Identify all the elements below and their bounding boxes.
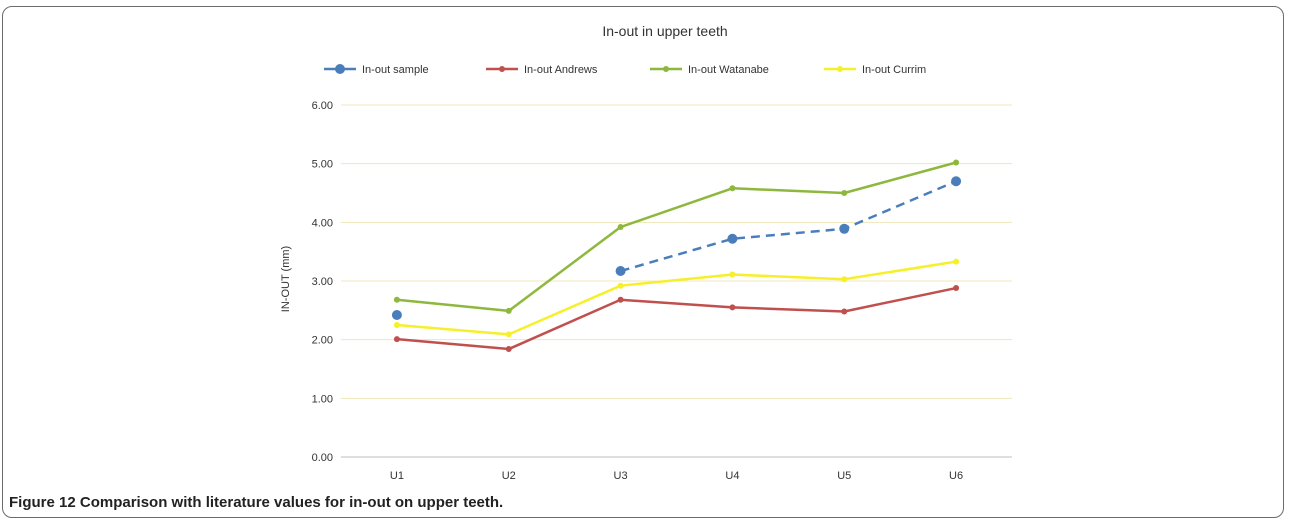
x-tick-label: U3: [614, 470, 628, 482]
legend-swatch-marker: [837, 66, 843, 72]
legend: In-out sample In-out Andrews In-out Watana…: [324, 64, 926, 76]
data-point: [953, 285, 960, 292]
series-line: [396, 260, 957, 336]
y-tick-labels: 0.00 1.00 2.00 3.00 4.00 5.00 6.00: [312, 100, 333, 464]
legend-swatch-marker: [663, 66, 669, 72]
series-line: [620, 180, 957, 273]
figure-caption-text: Comparison with literature values for in…: [79, 494, 504, 511]
data-point: [505, 307, 512, 314]
data-point: [951, 176, 962, 187]
series-in-out-watanabe: [393, 159, 960, 314]
legend-item: In-out sample: [324, 64, 429, 76]
y-tick-label: 6.00: [312, 100, 333, 112]
legend-item: In-out Currim: [824, 64, 926, 76]
y-tick-label: 4.00: [312, 217, 333, 229]
chart-title: In-out in upper teeth: [602, 23, 727, 39]
data-point: [617, 296, 624, 303]
data-point: [393, 296, 400, 303]
data-point: [729, 271, 736, 278]
data-point: [393, 322, 400, 328]
data-point: [615, 266, 626, 277]
legend-swatch-marker: [499, 66, 505, 72]
series-line: [396, 161, 957, 313]
data-point: [953, 159, 960, 166]
legend-item: In-out Watanabe: [650, 64, 769, 76]
x-tick-label: U5: [837, 470, 851, 482]
data-point: [505, 346, 512, 353]
y-tick-label: 1.00: [312, 393, 333, 405]
series-line: [396, 286, 957, 351]
data-point: [841, 276, 848, 283]
data-point: [839, 223, 850, 234]
y-tick-label: 5.00: [312, 159, 333, 171]
x-tick-label: U4: [725, 470, 739, 482]
y-tick-label: 2.00: [312, 335, 333, 347]
data-point: [729, 304, 736, 311]
data-point: [393, 336, 400, 343]
data-point: [617, 282, 624, 289]
data-point: [841, 190, 848, 196]
gridlines: [341, 104, 1012, 458]
legend-label: In-out Watanabe: [688, 64, 769, 76]
legend-label: In-out Currim: [862, 64, 926, 76]
series-layer: [391, 159, 962, 353]
series-in-out-currim: [393, 258, 960, 338]
data-point: [953, 258, 960, 265]
data-point: [727, 233, 738, 244]
legend-item: In-out Andrews: [486, 64, 598, 76]
legend-label: In-out sample: [362, 64, 429, 76]
y-tick-label: 3.00: [312, 276, 333, 288]
x-tick-label: U2: [502, 470, 516, 482]
data-point: [617, 224, 624, 231]
y-axis-label: IN-OUT (mm): [280, 246, 292, 312]
figure-frame: [2, 6, 1284, 518]
data-point: [391, 310, 402, 321]
x-tick-label: U1: [390, 470, 404, 482]
x-tick-label: U6: [949, 470, 963, 482]
series-in-out-sample: [391, 176, 962, 321]
figure-caption: Figure 12 Comparison with literature val…: [9, 494, 503, 511]
x-tick-labels: U1 U2 U3 U4 U5 U6: [390, 470, 963, 482]
data-point: [729, 185, 736, 192]
series-in-out-andrews: [393, 285, 960, 353]
y-tick-label: 0.00: [312, 452, 333, 464]
legend-label: In-out Andrews: [524, 64, 598, 76]
data-point: [841, 308, 848, 315]
legend-swatch-marker: [335, 64, 345, 74]
data-point: [505, 331, 512, 338]
figure-label: Figure 12: [9, 494, 76, 511]
